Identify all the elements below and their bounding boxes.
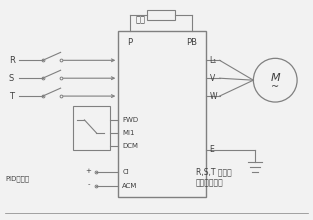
- Text: M: M: [270, 73, 280, 83]
- Bar: [147, 10, 175, 20]
- Text: R: R: [9, 56, 15, 65]
- Text: V: V: [210, 74, 215, 83]
- Text: R,S,T 配用断
路器（空开）: R,S,T 配用断 路器（空开）: [196, 168, 232, 187]
- Text: 输入: 输入: [135, 16, 145, 25]
- Text: DCM: DCM: [122, 143, 138, 149]
- Text: +: +: [85, 168, 91, 174]
- Text: ~: ~: [271, 82, 279, 92]
- Bar: [73, 106, 110, 150]
- Text: S: S: [9, 74, 14, 83]
- Text: T: T: [9, 92, 14, 101]
- Text: E: E: [210, 145, 214, 154]
- Text: P: P: [128, 38, 133, 47]
- Text: -: -: [87, 182, 90, 187]
- Text: W: W: [210, 92, 217, 101]
- Text: MI1: MI1: [122, 130, 135, 136]
- Text: CI: CI: [122, 169, 129, 175]
- Text: L₁: L₁: [210, 56, 217, 65]
- Text: ACM: ACM: [122, 183, 138, 189]
- Text: PB: PB: [186, 38, 197, 47]
- Bar: [118, 31, 206, 197]
- Text: FWD: FWD: [122, 117, 138, 123]
- Text: PID信号端: PID信号端: [5, 175, 29, 182]
